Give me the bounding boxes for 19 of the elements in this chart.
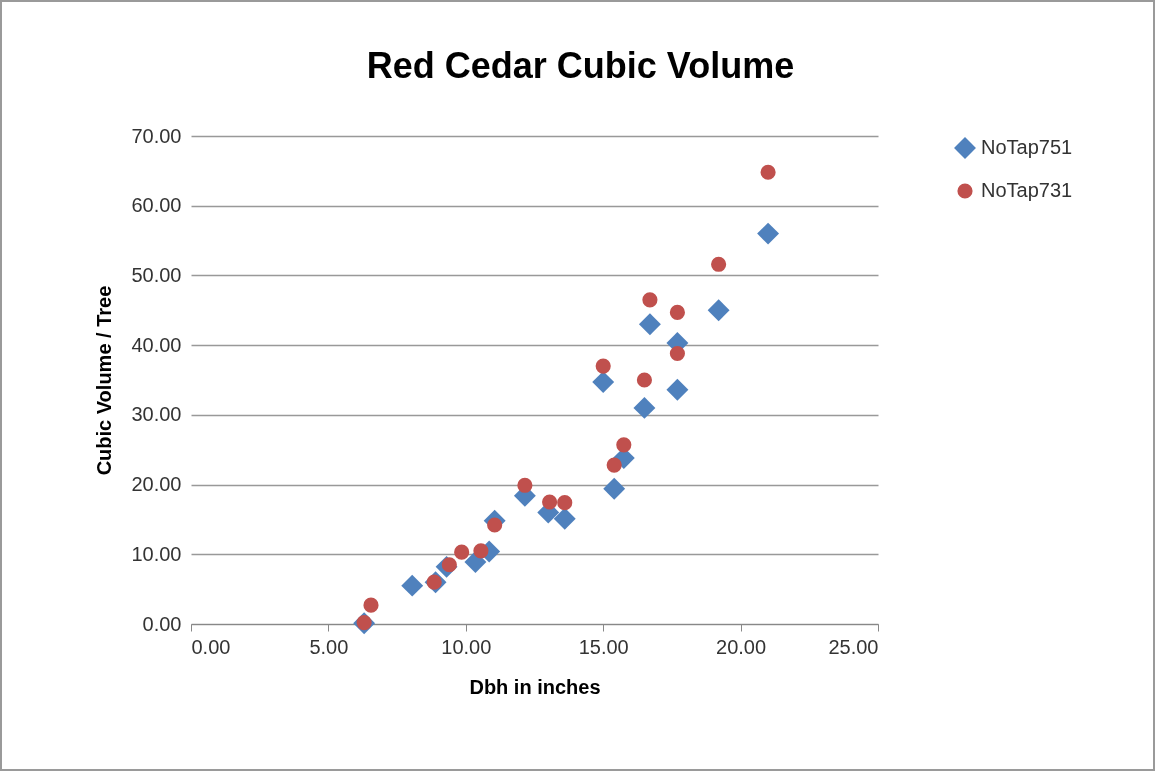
y-tick-label: 60.00 xyxy=(131,194,182,217)
x-tick-label: 5.00 xyxy=(309,635,349,658)
x-tick-label: 25.00 xyxy=(828,635,879,658)
y-tick-label: 50.00 xyxy=(131,263,182,286)
chart-title: Red Cedar Cubic Volume xyxy=(366,45,795,86)
y-tick-label: 70.00 xyxy=(131,124,182,147)
y-axis-title: Cubic Volume / Tree xyxy=(93,285,116,476)
x-tick-label: 10.00 xyxy=(441,635,492,658)
legend-label: NoTap751 xyxy=(981,136,1073,158)
y-tick-label: 10.00 xyxy=(131,542,182,565)
y-tick-label: 30.00 xyxy=(131,403,182,426)
x-axis-title: Dbh in inches xyxy=(469,675,601,698)
legend-label: NoTap731 xyxy=(981,179,1073,201)
x-tick-label: 20.00 xyxy=(716,635,767,658)
y-tick-label: 40.00 xyxy=(131,333,182,356)
x-tick-label: 0.00 xyxy=(191,635,231,658)
x-tick-label: 15.00 xyxy=(578,635,629,658)
y-tick-label: 0.00 xyxy=(142,612,182,635)
y-tick-label: 20.00 xyxy=(131,473,182,496)
